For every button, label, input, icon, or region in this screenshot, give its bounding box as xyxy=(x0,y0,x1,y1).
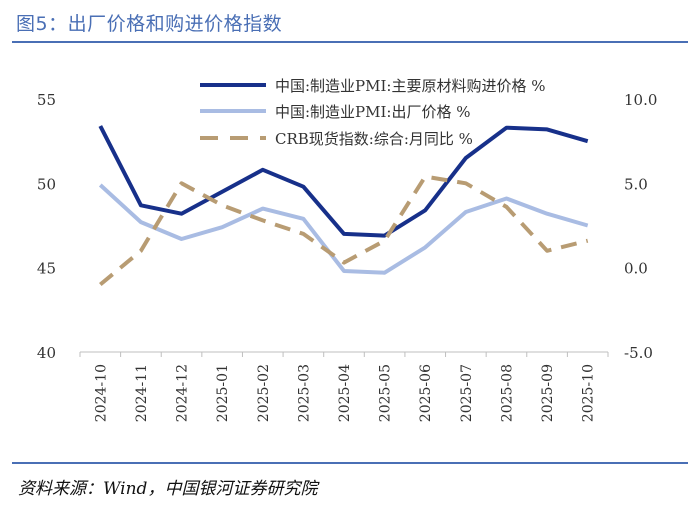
series-line-1 xyxy=(98,125,589,238)
axes-layer: 40 45 50 55 -5.0 0.0 5.0 10.0 2024-10 2024-11 2024… xyxy=(37,91,658,422)
category-label: 2025-05 xyxy=(378,364,394,422)
right-tick-label: 5.0 xyxy=(624,175,648,193)
legend-label-1: 中国:制造业PMI:主要原材料购进价格 % xyxy=(275,77,546,95)
category-label: 2025-02 xyxy=(256,364,272,422)
right-tick-label: 0.0 xyxy=(624,260,648,278)
category-label: 2024-12 xyxy=(175,364,191,422)
category-label: 2024-10 xyxy=(93,364,109,422)
category-label: 2024-11 xyxy=(134,364,150,422)
left-tick-label: 40 xyxy=(37,344,56,362)
right-tick-label: 10.0 xyxy=(624,91,657,109)
figure-title: 图5：出厂价格和购进价格指数 xyxy=(16,13,283,35)
category-label: 2025-01 xyxy=(215,364,231,422)
left-tick-label: 45 xyxy=(37,260,56,278)
bottom-divider xyxy=(12,462,688,464)
category-label: 2025-04 xyxy=(337,364,353,422)
legend-label-2: 中国:制造业PMI:出厂价格 % xyxy=(275,103,471,121)
category-label: 2025-08 xyxy=(499,364,515,422)
legend: 中国:制造业PMI:主要原材料购进价格 % 中国:制造业PMI:出厂价格 % CRB… xyxy=(200,77,546,148)
series-lines-layer xyxy=(98,125,589,287)
legend-label-3: CRB现货指数:综合:月同比 % xyxy=(275,130,473,148)
left-tick-label: 50 xyxy=(37,175,56,193)
category-label: 2025-06 xyxy=(418,364,434,422)
category-label: 2025-09 xyxy=(540,364,556,422)
series-line-2 xyxy=(98,183,589,275)
category-label: 2025-10 xyxy=(581,364,597,422)
top-divider xyxy=(12,41,688,43)
right-tick-label: -5.0 xyxy=(624,344,653,362)
category-label: 2025-07 xyxy=(459,364,475,422)
left-tick-label: 55 xyxy=(37,91,56,109)
category-label: 2025-03 xyxy=(296,364,312,422)
source-note: 资料来源：Wind，中国银河证券研究院 xyxy=(18,479,318,499)
